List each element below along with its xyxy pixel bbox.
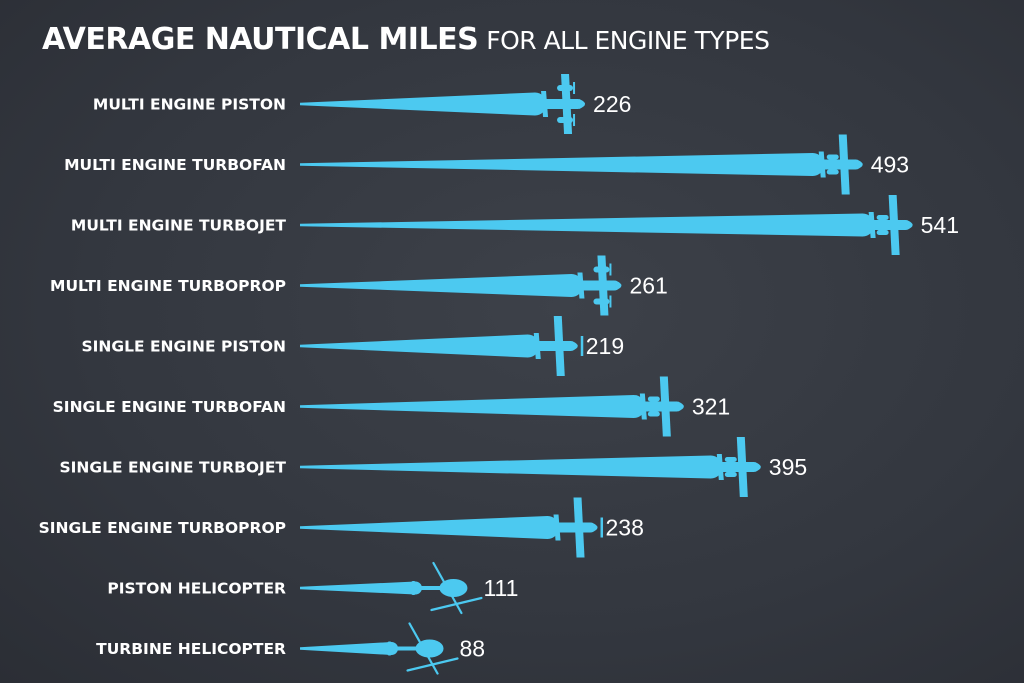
chart-title: AVERAGE NAUTICAL MILES FOR ALL ENGINE TYP… bbox=[42, 22, 770, 57]
twin-prop-plane-icon bbox=[575, 255, 622, 316]
bar-row: SINGLE ENGINE TURBOJET 395 bbox=[59, 437, 807, 497]
bar bbox=[300, 334, 540, 358]
bar-row: SINGLE ENGINE PISTON 219 bbox=[81, 316, 624, 376]
jet-plane-icon bbox=[637, 376, 684, 437]
bar bbox=[300, 395, 646, 418]
bar-row: TURBINE HELICOPTER 88 bbox=[96, 622, 486, 675]
jet-plane-icon bbox=[714, 437, 761, 497]
bar-row: SINGLE ENGINE TURBOPROP 238 bbox=[39, 497, 644, 558]
category-label: MULTI ENGINE PISTON bbox=[93, 96, 286, 114]
single-prop-plane-icon bbox=[551, 497, 604, 558]
value-label: 219 bbox=[586, 333, 624, 359]
category-label: SINGLE ENGINE TURBOFAN bbox=[53, 398, 286, 416]
helicopter-icon bbox=[411, 561, 483, 615]
single-prop-plane-icon bbox=[531, 316, 584, 376]
value-label: 541 bbox=[921, 212, 959, 238]
bar-row: PISTON HELICOPTER 111 bbox=[107, 561, 518, 615]
bar-row: MULTI ENGINE PISTON 226 bbox=[93, 74, 631, 134]
category-label: TURBINE HELICOPTER bbox=[96, 640, 286, 658]
category-label: MULTI ENGINE TURBOPROP bbox=[50, 277, 286, 295]
bar bbox=[300, 153, 825, 176]
value-label: 493 bbox=[871, 152, 909, 178]
bar bbox=[300, 642, 399, 655]
bar bbox=[300, 455, 723, 479]
bar bbox=[300, 274, 583, 297]
bar-row: MULTI ENGINE TURBOPROP 261 bbox=[50, 255, 668, 316]
value-label: 111 bbox=[483, 575, 518, 601]
bar-row: MULTI ENGINE TURBOJET 541 bbox=[71, 195, 959, 255]
category-label: SINGLE ENGINE TURBOPROP bbox=[39, 519, 286, 537]
bar bbox=[300, 92, 547, 116]
category-label: SINGLE ENGINE TURBOJET bbox=[59, 459, 286, 477]
jet-plane-icon bbox=[816, 134, 863, 195]
title-main: AVERAGE NAUTICAL MILES bbox=[42, 22, 479, 57]
bar-row: SINGLE ENGINE TURBOFAN 321 bbox=[53, 376, 730, 437]
value-label: 395 bbox=[769, 454, 807, 480]
category-label: SINGLE ENGINE PISTON bbox=[81, 338, 286, 356]
bar bbox=[300, 516, 560, 539]
category-label: MULTI ENGINE TURBOJET bbox=[71, 217, 287, 235]
value-label: 238 bbox=[606, 515, 644, 541]
twin-prop-plane-icon bbox=[539, 74, 586, 134]
bar bbox=[300, 581, 422, 595]
helicopter-icon bbox=[387, 622, 459, 675]
value-label: 321 bbox=[692, 394, 730, 420]
bar-row: MULTI ENGINE TURBOFAN 493 bbox=[64, 134, 909, 195]
category-label: PISTON HELICOPTER bbox=[107, 580, 286, 598]
value-label: 226 bbox=[593, 91, 631, 117]
value-label: 88 bbox=[460, 636, 486, 662]
bar bbox=[300, 213, 875, 237]
value-label: 261 bbox=[629, 273, 667, 299]
category-label: MULTI ENGINE TURBOFAN bbox=[64, 156, 286, 174]
jet-plane-icon bbox=[866, 195, 913, 255]
title-subtitle: FOR ALL ENGINE TYPES bbox=[486, 26, 770, 55]
